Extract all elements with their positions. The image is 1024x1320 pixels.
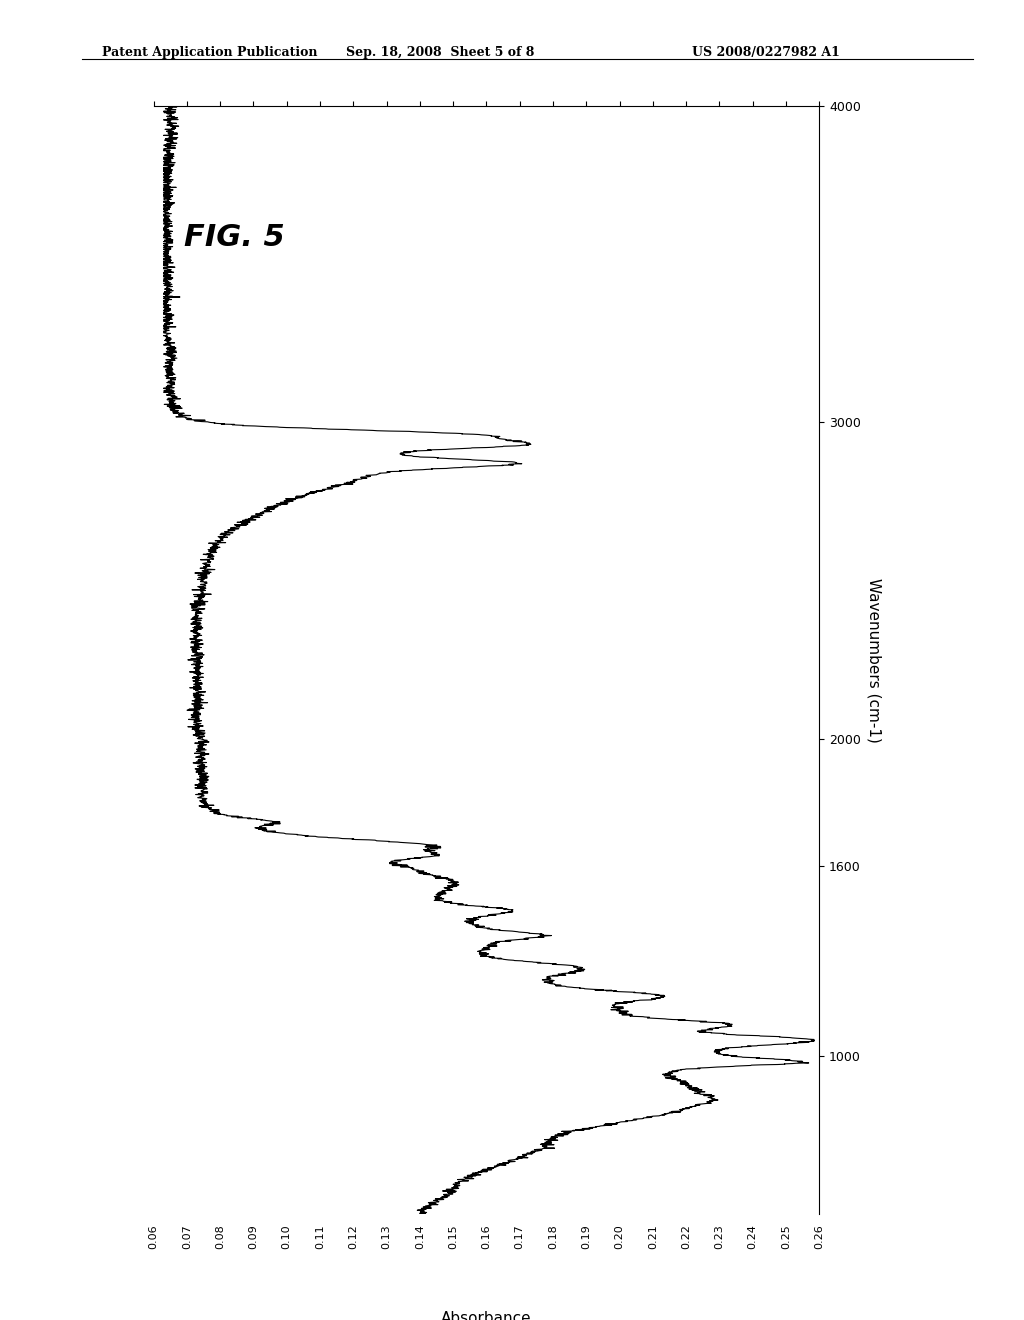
Text: FIG. 5: FIG. 5 — [184, 223, 285, 252]
Text: Sep. 18, 2008  Sheet 5 of 8: Sep. 18, 2008 Sheet 5 of 8 — [346, 46, 535, 59]
Y-axis label: Wavenumbers (cm-1): Wavenumbers (cm-1) — [866, 578, 882, 742]
Text: Patent Application Publication: Patent Application Publication — [102, 46, 317, 59]
Text: US 2008/0227982 A1: US 2008/0227982 A1 — [692, 46, 840, 59]
X-axis label: Absorbance: Absorbance — [441, 1312, 531, 1320]
